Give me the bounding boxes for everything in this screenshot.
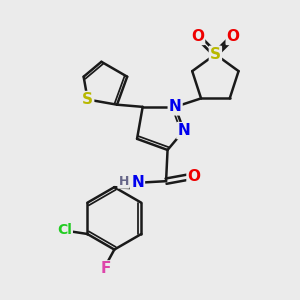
Text: F: F bbox=[100, 261, 111, 276]
Text: Cl: Cl bbox=[57, 223, 72, 236]
Text: O: O bbox=[191, 29, 204, 44]
Text: N: N bbox=[177, 123, 190, 138]
Text: H: H bbox=[118, 175, 129, 188]
Text: O: O bbox=[188, 169, 200, 184]
Text: S: S bbox=[82, 92, 93, 107]
Text: N: N bbox=[169, 99, 182, 114]
Text: N: N bbox=[131, 175, 144, 190]
Text: O: O bbox=[227, 29, 240, 44]
Text: S: S bbox=[210, 47, 221, 62]
